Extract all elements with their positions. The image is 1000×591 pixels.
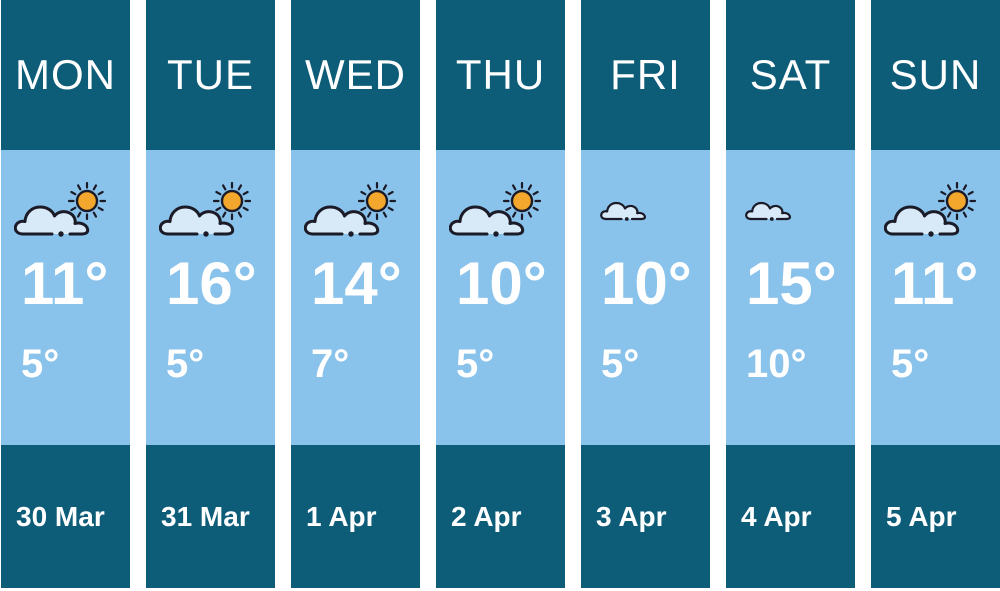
day-date: 3 Apr: [581, 445, 710, 588]
day-name: TUE: [146, 0, 275, 150]
day-name: WED: [291, 0, 420, 150]
sun-cloud-icon: [884, 182, 977, 239]
weather-icon: [884, 182, 980, 240]
day-column-fri[interactable]: FRI 10° 5° 3 Apr: [581, 0, 710, 588]
day-date: 2 Apr: [436, 445, 565, 588]
weather-icon-slot: [14, 180, 124, 242]
weather-icon: [739, 199, 803, 223]
day-date: 31 Mar: [146, 445, 275, 588]
weather-icon-slot: [159, 180, 269, 242]
cloud-icon: [600, 201, 647, 222]
day-conditions: 10° 5°: [436, 150, 565, 445]
day-conditions: 11° 5°: [871, 150, 1000, 445]
low-temperature: 5°: [891, 342, 930, 386]
high-temperature: 10°: [601, 250, 692, 317]
day-column-thu[interactable]: THU 10° 5° 2 Apr: [436, 0, 565, 588]
weather-icon: [159, 182, 255, 240]
high-temperature: 11°: [21, 250, 109, 317]
weather-icon-slot: [884, 180, 994, 242]
day-name: SAT: [726, 0, 855, 150]
day-column-sat[interactable]: SAT 15° 10° 4 Apr: [726, 0, 855, 588]
day-column-wed[interactable]: WED 14° 7° 1 Apr: [291, 0, 420, 588]
cloud-icon: [745, 201, 792, 222]
day-name: MON: [1, 0, 130, 150]
low-temperature: 10°: [746, 342, 807, 386]
weather-icon-slot: [739, 180, 849, 242]
high-temperature: 11°: [891, 250, 979, 317]
sun-cloud-icon: [449, 182, 542, 239]
day-conditions: 10° 5°: [581, 150, 710, 445]
weather-icon-slot: [594, 180, 704, 242]
high-temperature: 10°: [456, 250, 547, 317]
day-conditions: 15° 10°: [726, 150, 855, 445]
day-column-sun[interactable]: SUN 11° 5° 5 Apr: [871, 0, 1000, 588]
weather-icon-slot: [449, 180, 559, 242]
low-temperature: 5°: [166, 342, 205, 386]
low-temperature: 5°: [601, 342, 640, 386]
day-column-mon[interactable]: MON 11° 5° 30 Mar: [1, 0, 130, 588]
weather-icon-slot: [304, 180, 414, 242]
sun-cloud-icon: [159, 182, 252, 239]
day-date: 4 Apr: [726, 445, 855, 588]
day-conditions: 16° 5°: [146, 150, 275, 445]
day-column-tue[interactable]: TUE 16° 5° 31 Mar: [146, 0, 275, 588]
day-conditions: 11° 5°: [1, 150, 130, 445]
day-name: SUN: [871, 0, 1000, 150]
low-temperature: 5°: [456, 342, 495, 386]
day-name: FRI: [581, 0, 710, 150]
day-date: 1 Apr: [291, 445, 420, 588]
high-temperature: 16°: [166, 250, 257, 317]
day-date: 30 Mar: [1, 445, 130, 588]
sun-cloud-icon: [304, 182, 397, 239]
weather-icon: [14, 182, 110, 240]
day-name: THU: [436, 0, 565, 150]
sun-cloud-icon: [14, 182, 107, 239]
high-temperature: 15°: [746, 250, 837, 317]
high-temperature: 14°: [311, 250, 402, 317]
day-date: 5 Apr: [871, 445, 1000, 588]
weather-icon: [449, 182, 545, 240]
weather-icon: [304, 182, 400, 240]
low-temperature: 7°: [311, 342, 350, 386]
day-conditions: 14° 7°: [291, 150, 420, 445]
low-temperature: 5°: [21, 342, 60, 386]
weather-icon: [594, 199, 658, 223]
